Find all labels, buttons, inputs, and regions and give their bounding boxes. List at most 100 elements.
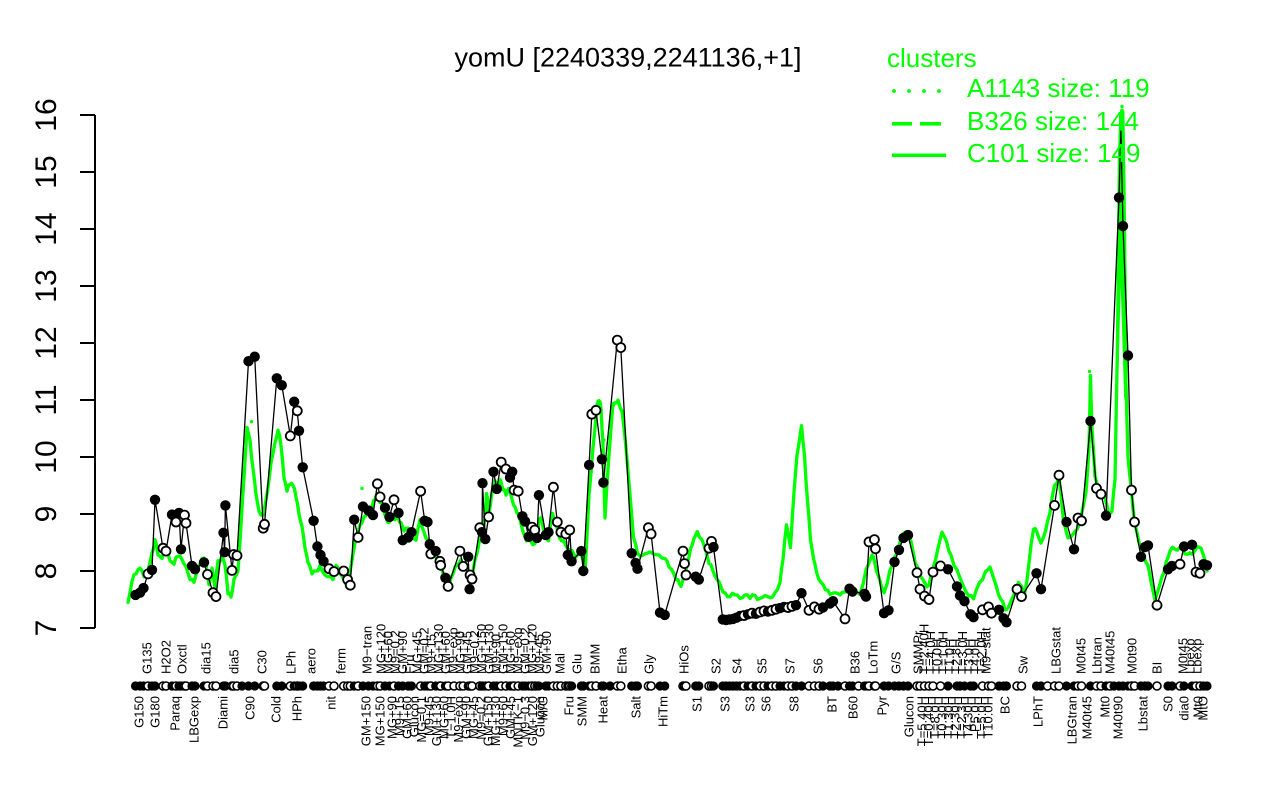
svg-text:LBGtran: LBGtran xyxy=(1065,696,1080,744)
svg-text:Glucon: Glucon xyxy=(533,696,548,737)
svg-text:Oxctl: Oxctl xyxy=(175,644,190,674)
svg-text:T0.0H: T0.0H xyxy=(929,639,944,674)
svg-text:GM+130: GM+130 xyxy=(429,696,444,746)
svg-text:dia15: dia15 xyxy=(199,642,214,674)
svg-text:T=0.40H: T=0.40H xyxy=(921,696,936,746)
svg-text:T1.0H: T1.0H xyxy=(942,639,957,674)
svg-text:nit: nit xyxy=(324,696,339,710)
svg-text:S3: S3 xyxy=(718,696,733,712)
svg-text:S6: S6 xyxy=(811,658,826,674)
svg-text:B36: B36 xyxy=(848,651,863,674)
svg-text:7: 7 xyxy=(30,620,63,637)
svg-text:B326 size: 144: B326 size: 144 xyxy=(967,106,1139,136)
svg-text:M9+15: M9+15 xyxy=(392,696,407,736)
svg-text:GM+90: GM+90 xyxy=(459,696,474,739)
svg-text:8: 8 xyxy=(30,563,63,580)
svg-text:GM=0.2: GM=0.2 xyxy=(517,627,532,674)
svg-text:LoTm: LoTm xyxy=(866,641,881,674)
svg-text:9: 9 xyxy=(30,506,63,523)
svg-text:BC: BC xyxy=(998,696,1013,714)
svg-text:S6: S6 xyxy=(759,696,774,712)
svg-text:BT: BT xyxy=(825,696,840,713)
svg-text:Diami: Diami xyxy=(216,696,231,729)
svg-text:MG+60: MG+60 xyxy=(436,696,451,739)
svg-text:M9+45: M9+45 xyxy=(422,696,437,736)
svg-text:GM+150: GM+150 xyxy=(359,696,374,746)
svg-text:C30: C30 xyxy=(255,650,270,674)
svg-text:M40t90: M40t90 xyxy=(1111,696,1126,739)
svg-text:MG+45: MG+45 xyxy=(409,631,424,674)
svg-text:T0.30H: T0.30H xyxy=(934,696,949,739)
svg-text:M9−stat: M9−stat xyxy=(979,627,994,674)
svg-text:M/G: M/G xyxy=(536,696,551,721)
svg-text:Fru: Fru xyxy=(562,696,577,716)
svg-text:T4.0H: T4.0H xyxy=(968,639,983,674)
svg-text:12: 12 xyxy=(30,326,63,359)
svg-text:MG+150: MG+150 xyxy=(373,696,388,746)
svg-text:15: 15 xyxy=(30,155,63,188)
svg-text:MG+130: MG+130 xyxy=(431,624,446,674)
svg-text:HiOs: HiOs xyxy=(677,645,692,674)
svg-text:MG+130: MG+130 xyxy=(488,696,503,746)
svg-text:dia5: dia5 xyxy=(227,649,242,674)
svg-text:Cold: Cold xyxy=(269,696,284,723)
svg-text:Gly: Gly xyxy=(642,654,657,674)
svg-text:M9−0.3: M9−0.3 xyxy=(518,696,533,740)
svg-text:S5: S5 xyxy=(755,658,770,674)
svg-text:M9−exp: M9−exp xyxy=(451,696,466,743)
svg-text:S4: S4 xyxy=(730,658,745,674)
svg-text:T=4.0H: T=4.0H xyxy=(923,631,938,674)
svg-text:GM+150: GM+150 xyxy=(481,696,496,746)
svg-text:GM+60: GM+60 xyxy=(399,696,414,739)
svg-text:GM=0.2: GM=0.2 xyxy=(417,627,432,674)
svg-text:Glucon: Glucon xyxy=(407,696,422,737)
svg-text:C90: C90 xyxy=(243,696,258,720)
svg-text:Mal: Mal xyxy=(553,653,568,674)
svg-text:MG+90: MG+90 xyxy=(453,631,468,674)
svg-text:T=8.0H: T=8.0H xyxy=(928,696,943,739)
svg-text:M40t45: M40t45 xyxy=(1080,696,1095,739)
svg-text:T=2.40H: T=2.40H xyxy=(917,624,932,674)
svg-text:yomU [2240339,2241136,+1]: yomU [2240339,2241136,+1] xyxy=(454,43,801,73)
svg-text:GM+120: GM+120 xyxy=(525,696,540,746)
svg-text:MG+120: MG+120 xyxy=(525,624,540,674)
svg-text:T=5.0H: T=5.0H xyxy=(974,696,989,739)
svg-text:MNTK−1: MNTK−1 xyxy=(510,696,525,748)
svg-text:GM+60: GM+60 xyxy=(438,631,453,674)
svg-text:Pyr: Pyr xyxy=(875,695,890,715)
svg-text:T=2.3H: T=2.3H xyxy=(954,696,969,739)
svg-text:P5.0H: P5.0H xyxy=(967,696,982,732)
svg-text:Fru: Fru xyxy=(402,655,417,675)
svg-text:T4.30H: T4.30H xyxy=(961,696,976,739)
svg-text:Lbexp: Lbexp xyxy=(1183,639,1198,674)
svg-text:S7: S7 xyxy=(783,658,798,674)
svg-text:Mt0: Mt0 xyxy=(1098,696,1113,718)
svg-text:HPh: HPh xyxy=(290,696,305,721)
svg-text:M9+60: M9+60 xyxy=(496,696,511,736)
svg-text:M0t90: M0t90 xyxy=(1125,638,1140,674)
svg-text:G/S: G/S xyxy=(889,651,904,674)
svg-text:GM+45: GM+45 xyxy=(460,631,475,674)
svg-text:16: 16 xyxy=(30,98,63,131)
svg-text:Sw: Sw xyxy=(1016,655,1031,674)
svg-text:M0t45: M0t45 xyxy=(1176,638,1191,674)
svg-text:dia0: dia0 xyxy=(1177,696,1192,721)
svg-text:S2: S2 xyxy=(709,658,724,674)
svg-text:M9−exp: M9−exp xyxy=(445,627,460,674)
svg-text:10: 10 xyxy=(30,440,63,473)
svg-text:T−1.0H: T−1.0H xyxy=(444,696,459,739)
svg-text:MG=0.1: MG=0.1 xyxy=(414,696,429,743)
svg-text:BMM: BMM xyxy=(588,644,603,674)
svg-text:HiTm: HiTm xyxy=(656,696,671,727)
svg-text:Lbstat: Lbstat xyxy=(1136,696,1151,732)
svg-text:M9+90: M9+90 xyxy=(489,634,504,674)
svg-text:M0t45: M0t45 xyxy=(1074,638,1089,674)
svg-text:M9=0.2: M9=0.2 xyxy=(467,630,482,674)
svg-text:S8: S8 xyxy=(787,696,802,712)
svg-text:11: 11 xyxy=(30,384,63,415)
svg-text:M9−tran: M9−tran xyxy=(360,626,375,674)
svg-text:G135: G135 xyxy=(140,642,155,674)
svg-text:S1: S1 xyxy=(690,696,705,712)
svg-text:T2.30H: T2.30H xyxy=(948,696,963,739)
svg-text:LBGstat: LBGstat xyxy=(1049,627,1064,674)
